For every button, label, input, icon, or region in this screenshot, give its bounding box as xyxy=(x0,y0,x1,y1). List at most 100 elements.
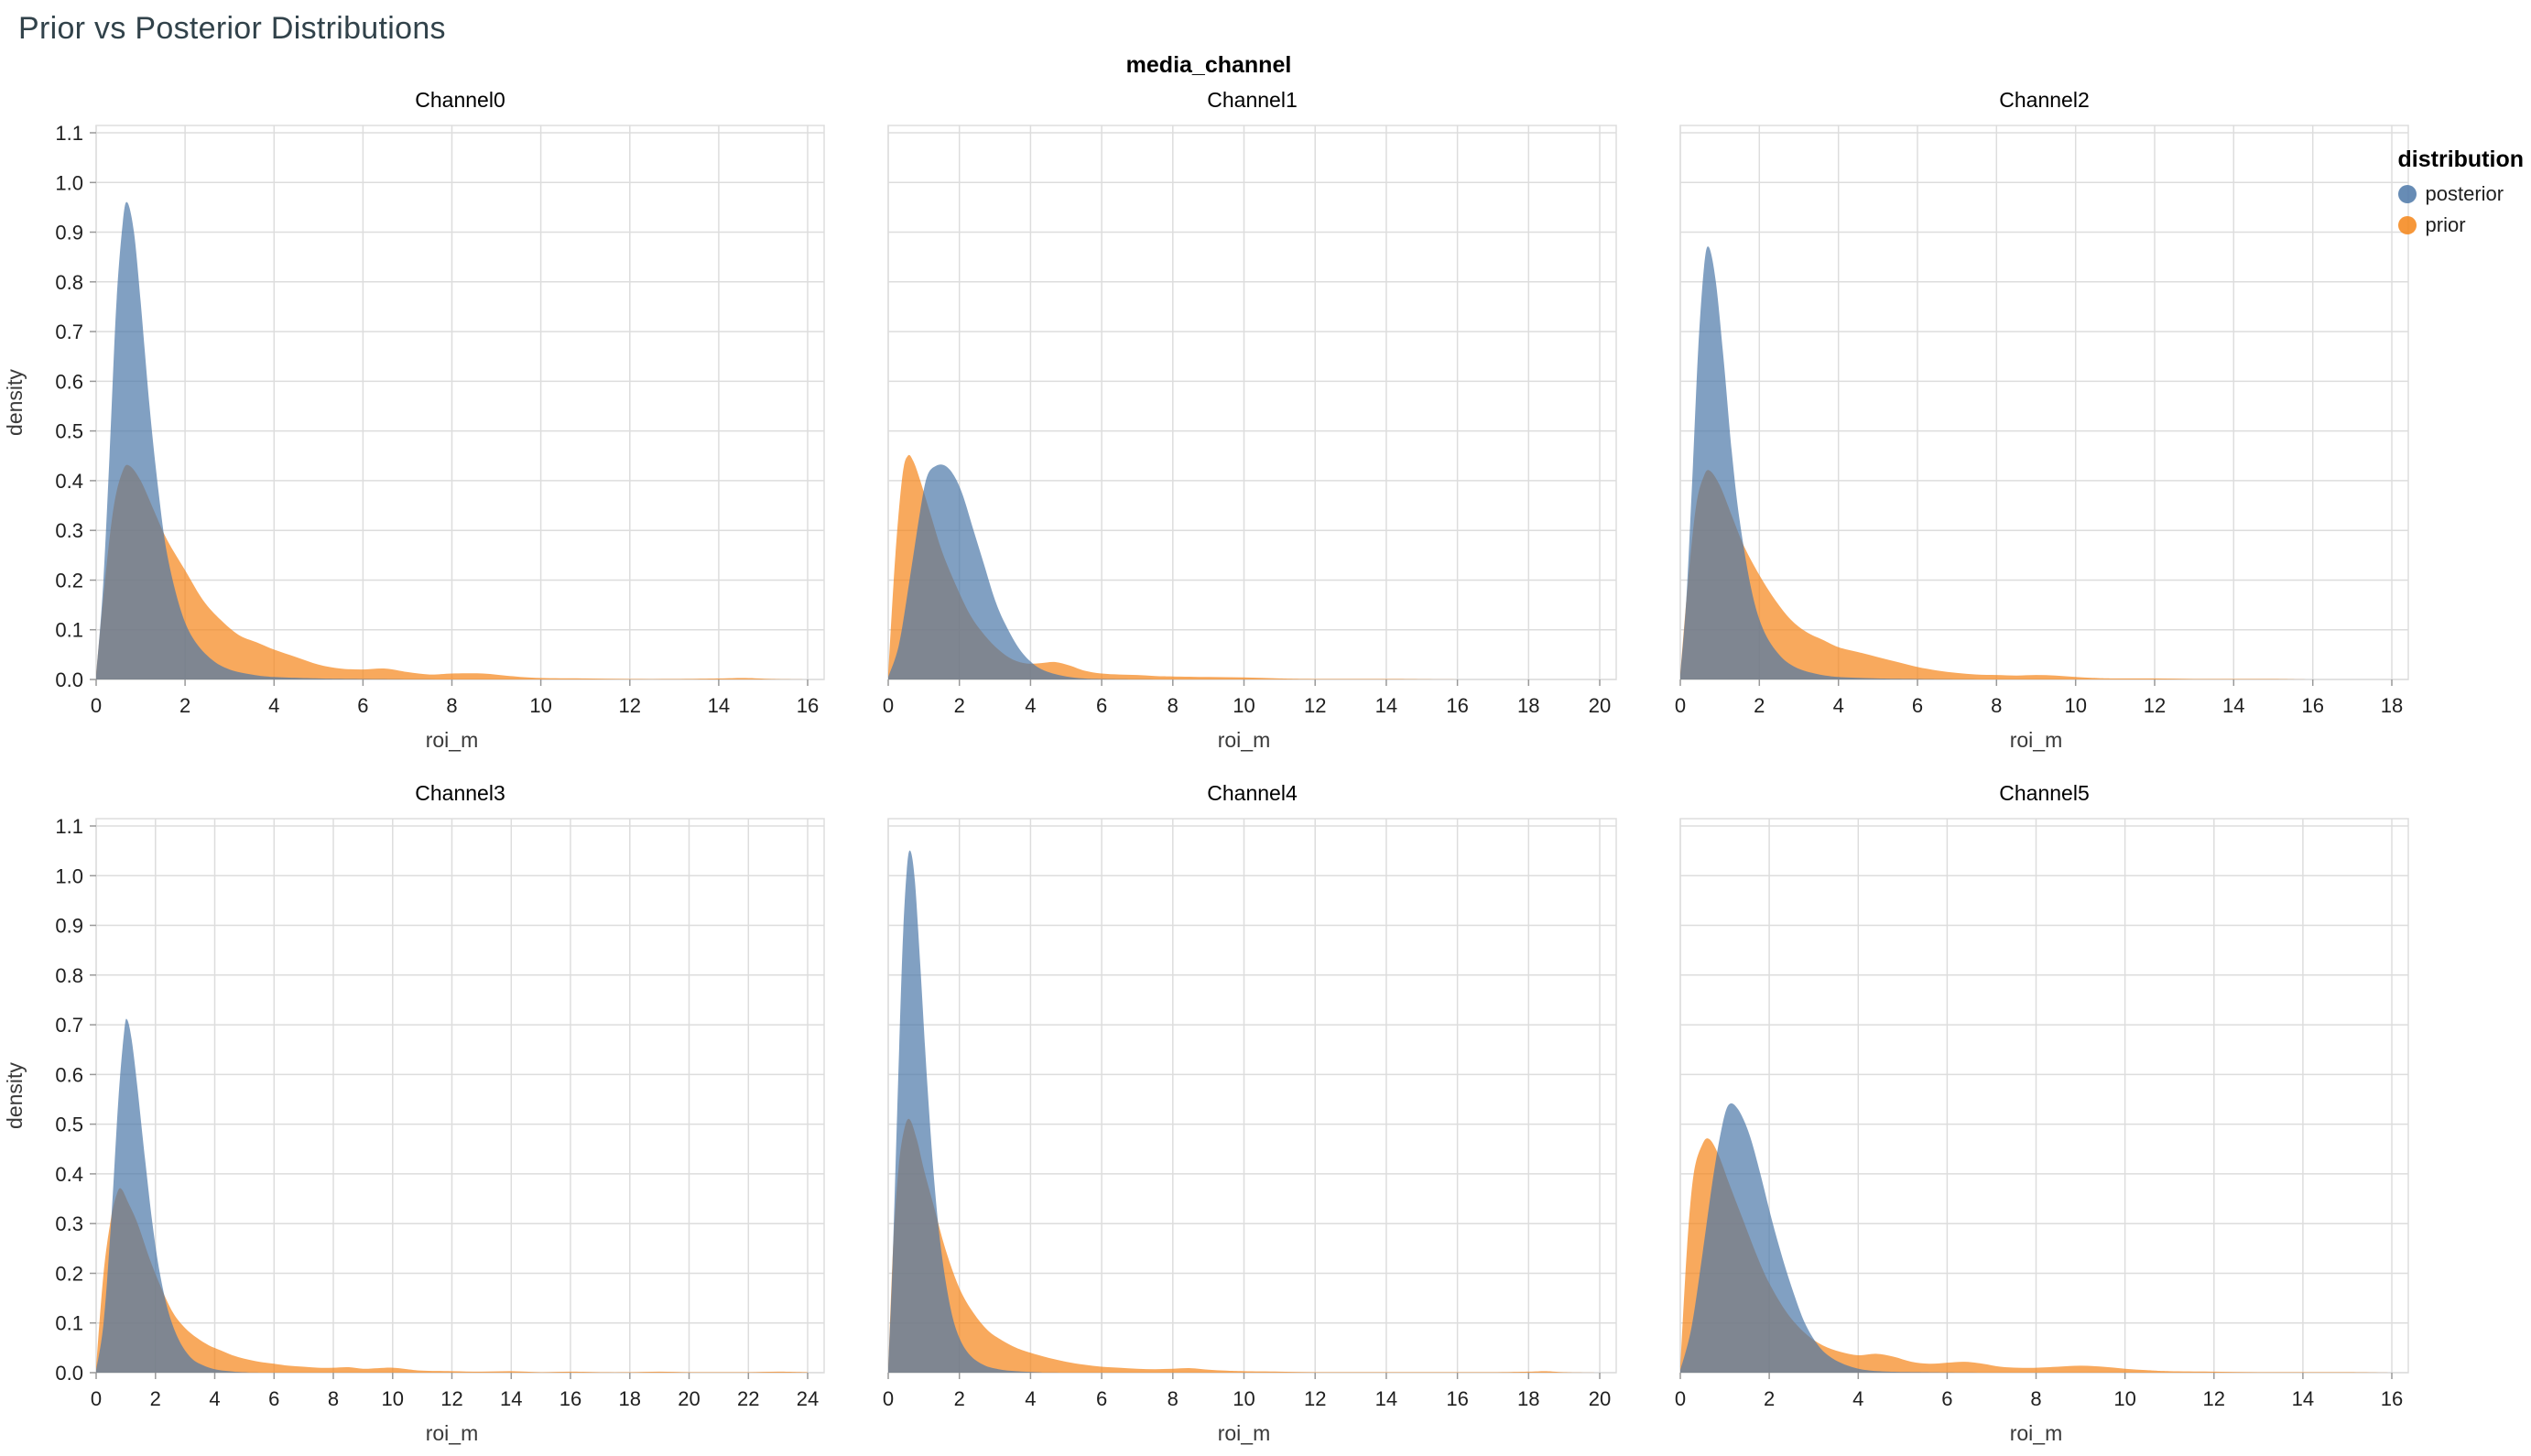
svg-text:0.6: 0.6 xyxy=(55,1063,83,1086)
svg-text:16: 16 xyxy=(1446,694,1468,717)
svg-text:18: 18 xyxy=(1517,1387,1539,1410)
svg-text:0: 0 xyxy=(91,694,102,717)
svg-text:density: density xyxy=(3,369,27,436)
svg-text:4: 4 xyxy=(268,694,279,717)
svg-text:4: 4 xyxy=(1025,1387,1036,1410)
subplot-title-channel3: Channel3 xyxy=(415,781,505,805)
density-plot-channel2: 0 2 4 6 8 10 12 14 16 18 roi_m xyxy=(1675,125,2409,752)
subplot-channel5: Channel5 0 2 4 6 8 10 12 14 16 roi_m xyxy=(1625,781,2417,1452)
svg-text:12: 12 xyxy=(1304,694,1326,717)
legend: distribution posterior prior xyxy=(2397,147,2524,244)
svg-text:0.2: 0.2 xyxy=(55,570,83,592)
svg-text:0.9: 0.9 xyxy=(55,915,83,938)
svg-text:8: 8 xyxy=(1168,694,1179,717)
subplot-title-channel0: Channel0 xyxy=(415,88,505,112)
svg-text:0.0: 0.0 xyxy=(55,1362,83,1385)
svg-text:1.1: 1.1 xyxy=(55,122,83,145)
svg-text:22: 22 xyxy=(737,1387,759,1410)
svg-text:4: 4 xyxy=(1852,1387,1863,1410)
legend-label-posterior: posterior xyxy=(2425,182,2504,205)
svg-text:8: 8 xyxy=(446,694,457,717)
density-plot-channel5: 0 2 4 6 8 10 12 14 16 roi_m xyxy=(1675,818,2409,1445)
svg-text:0.1: 0.1 xyxy=(55,1312,83,1335)
svg-text:0.7: 0.7 xyxy=(55,1014,83,1037)
svg-text:8: 8 xyxy=(2030,1387,2041,1410)
svg-text:0.7: 0.7 xyxy=(55,321,83,343)
svg-text:1.0: 1.0 xyxy=(55,864,83,887)
svg-text:14: 14 xyxy=(2222,694,2244,717)
subplot-title-channel5: Channel5 xyxy=(1999,781,2090,805)
svg-text:10: 10 xyxy=(529,694,551,717)
chart-facet-header: media_channel xyxy=(1125,52,1292,78)
svg-text:8: 8 xyxy=(1168,1387,1179,1410)
svg-text:18: 18 xyxy=(619,1387,641,1410)
svg-text:0.9: 0.9 xyxy=(55,222,83,244)
subplot-channel4: Channel4 0 2 4 6 8 10 12 14 16 18 20 roi_m xyxy=(833,781,1625,1452)
svg-text:2: 2 xyxy=(179,694,190,717)
page-title: Prior vs Posterior Distributions xyxy=(18,11,446,46)
svg-text:10: 10 xyxy=(1233,694,1255,717)
svg-text:16: 16 xyxy=(2381,1387,2403,1410)
svg-text:2: 2 xyxy=(1754,694,1765,717)
legend-swatch-posterior-icon xyxy=(2397,185,2417,203)
svg-text:12: 12 xyxy=(619,694,641,717)
svg-text:2: 2 xyxy=(150,1387,161,1410)
legend-title: distribution xyxy=(2397,147,2524,172)
subplot-channel2: Channel2 0 2 4 6 8 10 12 14 16 18 roi_m xyxy=(1625,88,2417,759)
svg-text:roi_m: roi_m xyxy=(1218,1421,1271,1445)
svg-text:12: 12 xyxy=(440,1387,462,1410)
density-plot-channel3: 0 2 4 6 8 10 12 14 16 18 20 22 24roi_m0.00.10.20.30.… xyxy=(3,815,825,1445)
svg-text:6: 6 xyxy=(1912,694,1923,717)
svg-text:0.0: 0.0 xyxy=(55,668,83,691)
legend-swatch-prior-icon xyxy=(2397,216,2417,234)
subplot-channel1: Channel1 0 2 4 6 8 10 12 14 16 18 20 roi_m xyxy=(833,88,1625,759)
svg-text:10: 10 xyxy=(2064,694,2086,717)
svg-text:roi_m: roi_m xyxy=(426,728,479,752)
svg-text:0.8: 0.8 xyxy=(55,271,83,294)
svg-text:0: 0 xyxy=(1675,1387,1686,1410)
svg-text:14: 14 xyxy=(708,694,730,717)
svg-text:14: 14 xyxy=(500,1387,522,1410)
svg-text:0.1: 0.1 xyxy=(55,619,83,642)
svg-text:0.8: 0.8 xyxy=(55,964,83,987)
legend-item-prior: prior xyxy=(2397,213,2524,237)
density-plot-channel0: 0 2 4 6 8 10 12 14 16 roi_m 0.0 0.1 0.2 0.3 0.4 0.5 0.6 0… xyxy=(3,122,825,752)
svg-text:20: 20 xyxy=(678,1387,700,1410)
svg-text:10: 10 xyxy=(1233,1387,1255,1410)
svg-text:roi_m: roi_m xyxy=(426,1421,479,1445)
svg-text:16: 16 xyxy=(559,1387,581,1410)
svg-text:0: 0 xyxy=(883,694,894,717)
subplot-channel0: Channel0 0 2 4 6 8 10 12 14 16 roi_m 0.0 0.1 0.2 0.3 0… xyxy=(0,88,833,759)
svg-text:6: 6 xyxy=(1941,1387,1952,1410)
svg-text:18: 18 xyxy=(1517,694,1539,717)
svg-text:0: 0 xyxy=(91,1387,102,1410)
svg-text:0.5: 0.5 xyxy=(55,420,83,443)
svg-text:14: 14 xyxy=(1375,694,1397,717)
svg-text:4: 4 xyxy=(1833,694,1844,717)
subplot-title-channel4: Channel4 xyxy=(1207,781,1298,805)
svg-text:0.6: 0.6 xyxy=(55,370,83,393)
svg-text:10: 10 xyxy=(2113,1387,2135,1410)
svg-text:14: 14 xyxy=(1375,1387,1397,1410)
legend-label-prior: prior xyxy=(2425,213,2466,236)
svg-text:roi_m: roi_m xyxy=(2010,1421,2063,1445)
svg-text:density: density xyxy=(3,1062,27,1129)
svg-text:4: 4 xyxy=(1025,694,1036,717)
svg-text:24: 24 xyxy=(797,1387,819,1410)
svg-text:2: 2 xyxy=(1764,1387,1775,1410)
svg-text:16: 16 xyxy=(797,694,819,717)
svg-text:2: 2 xyxy=(954,694,965,717)
svg-text:6: 6 xyxy=(1096,1387,1107,1410)
svg-text:0.3: 0.3 xyxy=(55,1212,83,1235)
svg-text:0.3: 0.3 xyxy=(55,519,83,542)
svg-text:6: 6 xyxy=(268,1387,279,1410)
svg-text:12: 12 xyxy=(2144,694,2166,717)
svg-text:12: 12 xyxy=(1304,1387,1326,1410)
svg-text:0: 0 xyxy=(883,1387,894,1410)
svg-text:roi_m: roi_m xyxy=(2010,728,2063,752)
svg-text:12: 12 xyxy=(2203,1387,2225,1410)
svg-text:6: 6 xyxy=(1096,694,1107,717)
svg-text:0.4: 0.4 xyxy=(55,470,83,493)
charts-grid: Channel0 0 2 4 6 8 10 12 14 16 roi_m 0.0 0.1 0.2 0.3 0… xyxy=(0,88,2531,1452)
svg-text:18: 18 xyxy=(2381,694,2403,717)
